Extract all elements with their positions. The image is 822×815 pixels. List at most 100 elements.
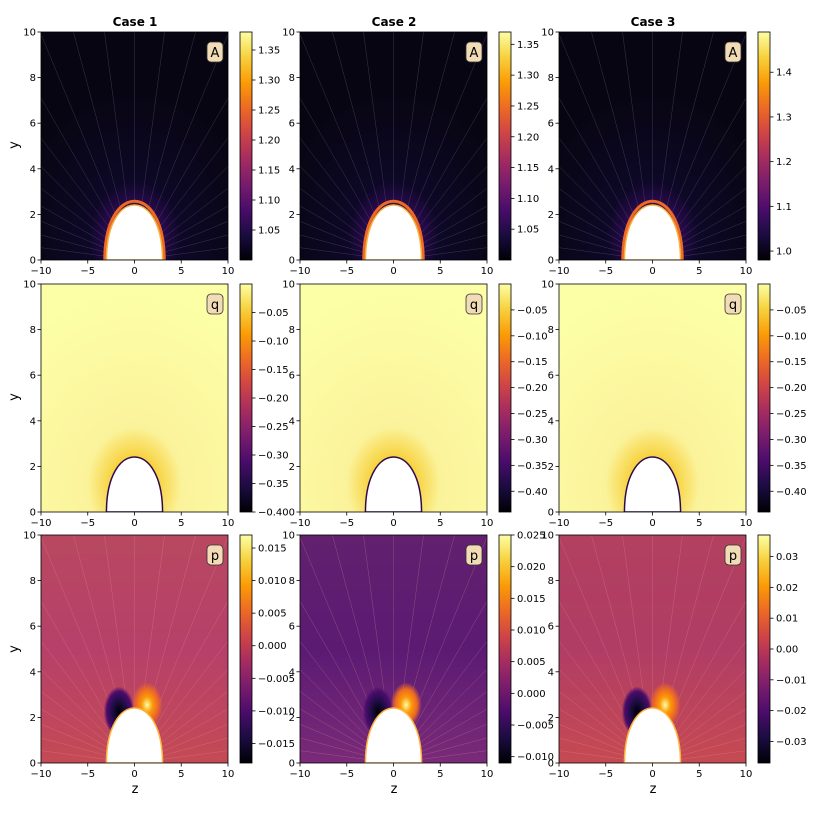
colorbar-tick-label: −0.40 bbox=[258, 508, 289, 519]
field-badge-label: q bbox=[470, 298, 478, 313]
obstacle-body bbox=[364, 707, 423, 763]
colorbar-tick-label: −0.005 bbox=[517, 721, 554, 732]
plot-area bbox=[559, 32, 746, 260]
colorbar: 1.05 1.10 1.15 1.20 1.25 1.30 1.35 bbox=[498, 31, 539, 261]
boundary-glow bbox=[103, 199, 166, 260]
x-tick-label: 10 bbox=[740, 769, 753, 780]
x-tick-label: 0 bbox=[649, 518, 655, 529]
colorbar-scale bbox=[239, 283, 253, 513]
y-tick-label: 2 bbox=[548, 713, 554, 724]
x-tick-label: −10 bbox=[548, 518, 569, 529]
colorbar-tick-label: −0.05 bbox=[776, 305, 807, 316]
y-tick-label: 4 bbox=[548, 416, 554, 427]
field-badge bbox=[206, 544, 224, 566]
colorbar-tick-label: −0.25 bbox=[258, 422, 289, 433]
contour-rays bbox=[300, 535, 487, 763]
colorbar-tick-label: 0.010 bbox=[517, 626, 546, 637]
y-tick-label: 8 bbox=[548, 576, 554, 587]
colorbar-tick-label: 0.00 bbox=[776, 645, 798, 656]
x-axis-label-col-2: z bbox=[391, 782, 398, 797]
y-tick-label: 8 bbox=[289, 325, 295, 336]
y-tick-label: 10 bbox=[23, 280, 36, 291]
x-tick-label: −10 bbox=[289, 518, 310, 529]
y-tick-label: 8 bbox=[30, 576, 36, 587]
panel-A-case-3: −10 −5 0 5 10 0 2 4 6 8 10 A 1.0 1.1 1.2 1.3 1.4 bbox=[541, 28, 792, 278]
x-tick-label: −5 bbox=[339, 518, 354, 529]
y-tick-label: 10 bbox=[23, 28, 36, 39]
plot-area bbox=[41, 535, 228, 763]
colorbar-tick-label: −0.30 bbox=[258, 451, 289, 462]
y-tick-label: 6 bbox=[548, 622, 554, 633]
y-tick-label: 4 bbox=[30, 164, 36, 175]
y-tick-label: 4 bbox=[289, 667, 295, 678]
y-tick-label: 0 bbox=[548, 759, 554, 770]
y-tick-label: 6 bbox=[289, 622, 295, 633]
y-tick-label: 2 bbox=[548, 210, 554, 221]
colorbar-tick-label: −0.30 bbox=[776, 435, 807, 446]
colorbar-tick-label: 1.15 bbox=[258, 166, 280, 177]
colorbar-scale bbox=[498, 283, 512, 513]
x-axis-label-col-1: z bbox=[132, 782, 139, 797]
colorbar-tick-label: 0.02 bbox=[776, 583, 798, 594]
colorbar-tick-label: 0.000 bbox=[517, 689, 546, 700]
y-tick-label: 8 bbox=[30, 73, 36, 84]
colorbar-tick-label: 0.000 bbox=[258, 641, 287, 652]
x-tick-label: 5 bbox=[437, 518, 443, 529]
colorbar-tick-label: 1.25 bbox=[258, 106, 280, 117]
plot-area bbox=[559, 535, 746, 763]
colorbar-scale bbox=[498, 31, 512, 261]
panel-p-case-1: −10 −5 0 5 10 0 2 4 6 8 10 p 0.015 0.010 0.005 0.000 −0.… bbox=[23, 531, 295, 781]
plot-area bbox=[41, 32, 228, 260]
field-badge bbox=[206, 41, 224, 63]
obstacle-body bbox=[623, 707, 682, 763]
colorbar: 0.025 0.020 0.015 0.010 0.005 0.000 −0.005 −0.0… bbox=[498, 531, 554, 764]
boundary-glow bbox=[362, 199, 425, 260]
x-tick-label: 0 bbox=[131, 769, 137, 780]
colorbar-tick-label: −0.10 bbox=[776, 331, 807, 342]
y-tick-label: 4 bbox=[548, 667, 554, 678]
colorbar: 0.03 0.02 0.01 0.00 −0.01 −0.02 −0.03 bbox=[757, 534, 807, 764]
colorbar-scale bbox=[757, 534, 771, 764]
x-tick-label: −5 bbox=[339, 769, 354, 780]
x-tick-label: −10 bbox=[30, 769, 51, 780]
y-tick-label: 2 bbox=[289, 713, 295, 724]
colorbar-tick-label: −0.20 bbox=[776, 383, 807, 394]
field-badge bbox=[724, 544, 742, 566]
colorbar-tick-label: −0.35 bbox=[517, 461, 548, 472]
case-title-2: Case 2 bbox=[372, 15, 417, 29]
y-tick-label: 2 bbox=[30, 210, 36, 221]
x-tick-label: −5 bbox=[80, 769, 95, 780]
colorbar-tick-label: −0.03 bbox=[776, 737, 807, 748]
colorbar-tick-label: 1.05 bbox=[517, 225, 539, 236]
contour-rays bbox=[41, 535, 228, 763]
panel-A-case-1: −10 −5 0 5 10 0 2 4 6 8 10 A 1.05 1.10 1.15 1.20 1.25 1.3… bbox=[23, 28, 280, 278]
colorbar: 0.015 0.010 0.005 0.000 −0.005 −0.010 −0.015 bbox=[239, 534, 295, 764]
obstacle-body bbox=[364, 204, 423, 260]
y-axis-label-row-3: y bbox=[7, 645, 22, 653]
colorbar-tick-label: −0.02 bbox=[776, 706, 807, 717]
colorbar-tick-label: 1.25 bbox=[517, 101, 539, 112]
y-tick-label: 10 bbox=[282, 531, 295, 542]
colorbar-tick-label: −0.10 bbox=[258, 337, 289, 348]
field-badge bbox=[465, 544, 483, 566]
colorbar-tick-label: 0.015 bbox=[517, 594, 546, 605]
panel-p-case-2: −10 −5 0 5 100246810p0.0250.0200.0150.0100.0… bbox=[282, 531, 554, 781]
y-tick-label: 10 bbox=[282, 280, 295, 291]
field-badge-label: A bbox=[729, 46, 738, 61]
x-tick-label: −10 bbox=[289, 769, 310, 780]
field-badge-label: q bbox=[729, 298, 737, 313]
colorbar-tick-label: −0.15 bbox=[517, 357, 548, 368]
case-title-1: Case 1 bbox=[113, 15, 158, 29]
x-tick-label: 10 bbox=[740, 266, 753, 277]
plot-area bbox=[559, 284, 746, 512]
y-tick-label: 2 bbox=[30, 713, 36, 724]
x-tick-label: −5 bbox=[339, 266, 354, 277]
colorbar-tick-label: 1.0 bbox=[776, 247, 792, 258]
y-tick-label: 0 bbox=[548, 508, 554, 519]
y-tick-label: 8 bbox=[289, 73, 295, 84]
field-badge-label: p bbox=[211, 549, 219, 564]
colorbar-tick-label: −0.15 bbox=[776, 357, 807, 368]
obstacle-body bbox=[105, 204, 164, 260]
x-tick-label: 10 bbox=[481, 769, 494, 780]
panel-q-case-1: −10 −5 0 5 100246810q−0.05−0.10−0.15−0.20−0.… bbox=[23, 280, 288, 530]
